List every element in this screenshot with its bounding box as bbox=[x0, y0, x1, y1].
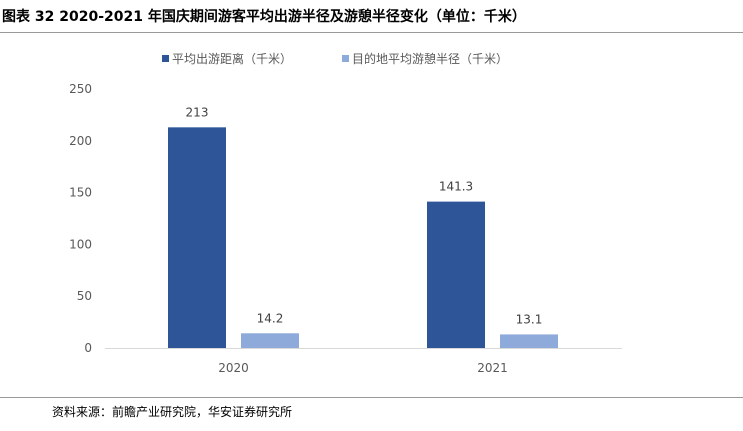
y-tick-label: 200 bbox=[69, 134, 92, 148]
y-axis: 0 50 100 150 200 250 bbox=[69, 82, 92, 355]
footer-divider bbox=[0, 397, 743, 398]
bar-2020-series-2 bbox=[241, 333, 299, 348]
y-tick-label: 50 bbox=[77, 289, 92, 303]
source-note: 资料来源：前瞻产业研究院，华安证券研究所 bbox=[52, 405, 293, 419]
bar-series bbox=[168, 127, 558, 348]
y-tick-label: 0 bbox=[84, 341, 92, 355]
y-tick-label: 150 bbox=[69, 186, 92, 200]
x-axis: 2020 2021 bbox=[105, 348, 622, 375]
legend-swatch-2 bbox=[342, 55, 349, 62]
legend-label-2: 目的地平均游憩半径（千米） bbox=[352, 51, 508, 66]
data-label-2021-series-1: 141.3 bbox=[439, 180, 473, 194]
chart-legend: 平均出游距离（千米） 目的地平均游憩半径（千米） bbox=[162, 51, 508, 66]
bar-chart: 平均出游距离（千米） 目的地平均游憩半径（千米） 050100150200250 … bbox=[69, 51, 622, 375]
legend-label-1: 平均出游距离（千米） bbox=[172, 51, 292, 66]
legend-swatch-1 bbox=[162, 55, 169, 62]
data-labels: 213 14.2 141.3 13.1 bbox=[186, 105, 543, 326]
data-label-2020-series-2: 14.2 bbox=[257, 311, 284, 325]
data-label-2020-series-1: 213 bbox=[186, 105, 209, 119]
bar-2021-series-2 bbox=[500, 334, 558, 348]
y-tick-label: 100 bbox=[69, 237, 92, 251]
figure-title: 图表 32 2020-2021 年国庆期间游客平均出游半径及游憩半径变化（单位：… bbox=[2, 9, 526, 25]
data-label-2021-series-2: 13.1 bbox=[516, 312, 543, 326]
x-tick-label-2021: 2021 bbox=[477, 361, 508, 375]
x-tick-label-2020: 2020 bbox=[218, 361, 249, 375]
y-tick-label: 250 bbox=[69, 82, 92, 96]
bar-2020-series-1 bbox=[168, 127, 226, 348]
bar-2021-series-1 bbox=[427, 201, 485, 348]
title-divider bbox=[0, 32, 743, 33]
